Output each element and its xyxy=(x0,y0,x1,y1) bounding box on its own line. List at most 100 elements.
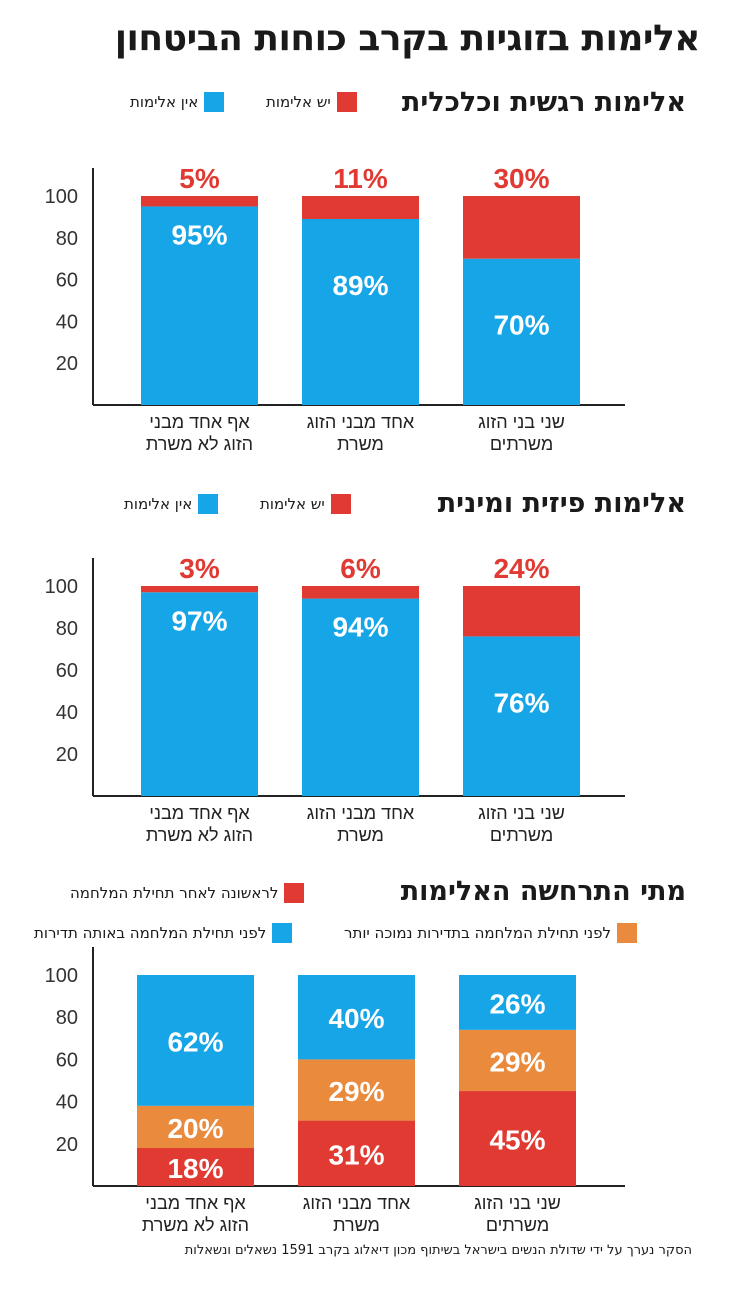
y-tick-label: 40 xyxy=(56,702,78,724)
bar-segment xyxy=(298,975,415,1060)
y-tick-label: 20 xyxy=(56,744,78,766)
legend-swatch-orange xyxy=(617,923,638,943)
legend-label: יש אלימות xyxy=(260,495,325,513)
y-tick-label: 80 xyxy=(56,228,78,250)
legend-label: לפני תחילת המלחמה באותה תדירות xyxy=(34,924,267,942)
x-category-label: שני בני הזוג xyxy=(478,803,565,823)
bar-segment xyxy=(463,586,580,637)
page-title: אלימות בזוגיות בקרב כוחות הביטחון xyxy=(114,18,701,59)
data-label: 24% xyxy=(493,553,549,584)
data-label: 89% xyxy=(332,270,388,301)
data-label: 97% xyxy=(171,605,227,636)
bar-segment xyxy=(463,196,580,259)
x-category-label: אף אחד מבני xyxy=(149,412,250,432)
x-category-label: אף אחד מבני xyxy=(145,1193,246,1213)
x-category-label: הזוג לא משרת xyxy=(146,434,253,454)
legend-label: יש אלימות xyxy=(266,93,331,111)
bar-segment xyxy=(302,196,419,219)
data-label: 26% xyxy=(489,988,545,1019)
x-category-label: הזוג לא משרת xyxy=(142,1215,249,1235)
data-label: 29% xyxy=(489,1046,545,1077)
y-tick-label: 80 xyxy=(56,618,78,640)
legend-item-no-violence: אין אלימות xyxy=(124,494,219,514)
x-category-label: אחד מבני הזוג xyxy=(307,803,415,823)
data-label: 95% xyxy=(171,219,227,250)
data-label: 94% xyxy=(332,612,388,643)
bar-segment xyxy=(141,586,258,593)
survey-footnote: הסקר נערך על ידי שדולת הנשים בישראל בשית… xyxy=(184,1243,692,1258)
legend-item-before-war-less-frequent: לפני תחילת המלחמה בתדירות נמוכה יותר xyxy=(344,923,638,943)
legend-item-violence: יש אלימות xyxy=(266,92,357,112)
y-tick-label: 100 xyxy=(45,576,78,598)
x-category-label: שני בני הזוג xyxy=(478,412,565,432)
data-label: 31% xyxy=(328,1139,384,1170)
data-label: 20% xyxy=(167,1113,223,1144)
data-label: 11% xyxy=(333,163,388,194)
data-label: 6% xyxy=(340,553,381,584)
x-category-label: משרת xyxy=(333,1215,380,1235)
chart-title: מתי התרחשה האלימות xyxy=(400,876,686,907)
legend-item-violence: יש אלימות xyxy=(260,494,351,514)
y-tick-label: 100 xyxy=(45,186,78,208)
bar-segment xyxy=(137,1105,254,1149)
bar-segment xyxy=(141,592,258,796)
x-category-label: שני בני הזוג xyxy=(474,1193,561,1213)
y-tick-label: 60 xyxy=(56,1049,78,1071)
legend-item-no-violence: אין אלימות xyxy=(130,92,225,112)
bar-segment xyxy=(302,218,419,405)
legend-swatch-red xyxy=(336,92,357,112)
legend-swatch-blue xyxy=(204,92,225,112)
x-category-label: משרתים xyxy=(486,1215,549,1235)
bar-segment xyxy=(459,1091,576,1186)
legend-swatch-red xyxy=(330,494,351,514)
x-category-label: אף אחד מבני xyxy=(149,803,250,823)
bar-segment xyxy=(298,1059,415,1121)
legend-label: לפני תחילת המלחמה בתדירות נמוכה יותר xyxy=(344,924,612,942)
y-tick-label: 40 xyxy=(56,311,78,333)
x-category-label: אחד מבני הזוג xyxy=(307,412,415,432)
y-tick-label: 100 xyxy=(45,965,78,987)
data-label: 29% xyxy=(328,1076,384,1107)
data-label: 70% xyxy=(493,310,549,341)
x-category-label: אחד מבני הזוג xyxy=(303,1193,411,1213)
data-label: 76% xyxy=(493,687,549,718)
bar-segment xyxy=(137,975,254,1106)
data-label: 18% xyxy=(167,1153,223,1184)
legend-label: אין אלימות xyxy=(124,495,193,513)
x-category-label: משרת xyxy=(337,434,384,454)
x-category-label: הזוג לא משרת xyxy=(146,825,253,845)
data-label: 40% xyxy=(328,1003,384,1034)
x-category-label: משרתים xyxy=(490,434,553,454)
y-tick-label: 60 xyxy=(56,270,78,292)
bar-segment xyxy=(137,1148,254,1186)
y-tick-label: 60 xyxy=(56,660,78,682)
chart-title: אלימות רגשית וכלכלית xyxy=(401,87,686,118)
legend-label: לראשונה לאחר תחילת המלחמה xyxy=(70,884,279,902)
legend-swatch-red xyxy=(284,883,305,903)
y-tick-label: 20 xyxy=(56,1134,78,1156)
y-tick-label: 20 xyxy=(56,353,78,375)
data-label: 30% xyxy=(493,163,549,194)
bar-segment xyxy=(302,586,419,599)
bar-segment xyxy=(459,975,576,1030)
y-tick-label: 80 xyxy=(56,1007,78,1029)
x-category-label: משרתים xyxy=(490,825,553,845)
legend-item-first-time-after-war: לראשונה לאחר תחילת המלחמה xyxy=(70,883,305,903)
x-category-label: משרת xyxy=(337,825,384,845)
bar-segment xyxy=(463,636,580,796)
y-tick-label: 40 xyxy=(56,1092,78,1114)
legend-item-before-war-same-frequency: לפני תחילת המלחמה באותה תדירות xyxy=(34,923,293,943)
data-label: 45% xyxy=(489,1125,545,1156)
legend-swatch-blue xyxy=(272,923,293,943)
data-label: 5% xyxy=(179,163,220,194)
data-label: 3% xyxy=(179,553,220,584)
legend-swatch-blue xyxy=(198,494,219,514)
legend-label: אין אלימות xyxy=(130,93,199,111)
chart-title: אלימות פיזית ומינית xyxy=(437,488,686,519)
bar-segment xyxy=(302,598,419,796)
bar-segment xyxy=(459,1029,576,1092)
bar-segment xyxy=(141,196,258,207)
bar-segment xyxy=(463,258,580,405)
data-label: 62% xyxy=(167,1026,223,1057)
